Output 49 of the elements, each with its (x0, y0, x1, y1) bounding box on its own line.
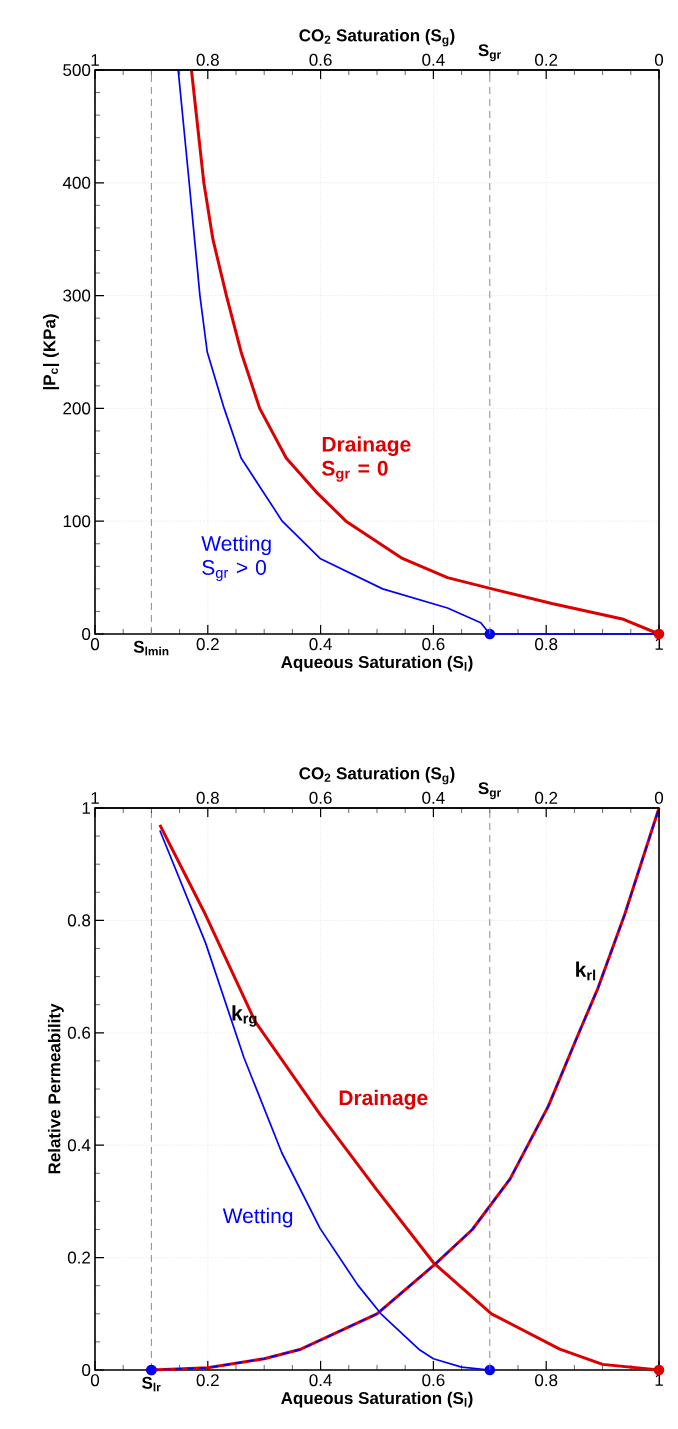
x-tick-label: 0.2 (196, 638, 219, 651)
x2-tick-label: 1 (91, 54, 99, 66)
x-tick-label: 0.4 (309, 638, 332, 651)
x2-tick-label: 0.8 (196, 53, 219, 66)
x-tick-label: 0 (90, 1374, 100, 1387)
y-tick-label: 0 (82, 1363, 91, 1377)
x-tick-label: 0.4 (309, 1374, 332, 1387)
x-tick-label: 0.6 (422, 638, 445, 651)
series-label: Wetting S$_{gr}$ > 0 (201, 535, 271, 581)
x2-tick-label: 0 (654, 53, 664, 66)
x-tick-label: 0 (90, 638, 100, 651)
x2-tick-label: 1 (91, 792, 99, 804)
y-tick-label: 0.8 (67, 914, 91, 927)
series-label: Drainage (339, 1089, 428, 1110)
y-tick-label: 0.2 (67, 1251, 91, 1264)
ref-line-label: S$_{lr}$ (142, 1376, 161, 1392)
x2-tick-label: 0.2 (535, 791, 558, 804)
x2-tick-label: 0.6 (309, 53, 332, 66)
x-axis-title: Aqueous Saturation (S$_{l}$) (281, 1391, 473, 1408)
series-label: Wetting (222, 1207, 293, 1228)
y-tick-label: 0.4 (67, 1139, 91, 1152)
y-tick-label: 1 (82, 802, 91, 814)
y-tick-label: 500 (63, 63, 91, 77)
x2-tick-label: 0 (654, 791, 664, 804)
ref-line-label: S$_{gr}$ (478, 782, 501, 800)
ref-line-label: S$_{lmin}$ (133, 640, 169, 656)
y-tick-label: 100 (63, 515, 91, 528)
x2-axis-title: CO$_{2}$ Saturation (S$_{g}$) (299, 28, 455, 47)
x2-tick-label: 0.2 (535, 53, 558, 66)
y-tick-label: 400 (62, 176, 91, 189)
series-label: Drainage S$_{gr}$ = 0 (322, 436, 411, 482)
x2-tick-label: 0.8 (196, 791, 219, 804)
ref-line-label: S$_{gr}$ (478, 44, 501, 62)
y-tick-label: 0 (82, 627, 91, 641)
y-axis-title: |P$_{c}$| (KPa) (42, 314, 60, 390)
annotation: k$_{rl}$ (576, 961, 596, 981)
x-tick-label: 0.8 (535, 1374, 558, 1387)
y-tick-label: 200 (63, 402, 91, 415)
x2-tick-label: 0.4 (422, 791, 445, 804)
x-tick-label: 0.8 (535, 638, 558, 651)
x2-axis-title: CO$_{2}$ Saturation (S$_{g}$) (299, 766, 455, 785)
x-tick-label: 0.6 (422, 1374, 445, 1387)
x2-tick-label: 0.6 (309, 791, 332, 804)
x-tick-label: 0.2 (196, 1374, 219, 1387)
x2-tick-label: 0.4 (422, 53, 445, 66)
y-tick-label: 0.6 (67, 1026, 91, 1039)
y-axis-title: Relative Permeability (47, 1003, 64, 1174)
x-axis-title: Aqueous Saturation (S$_{l}$) (281, 655, 473, 672)
y-tick-label: 300 (63, 289, 91, 302)
